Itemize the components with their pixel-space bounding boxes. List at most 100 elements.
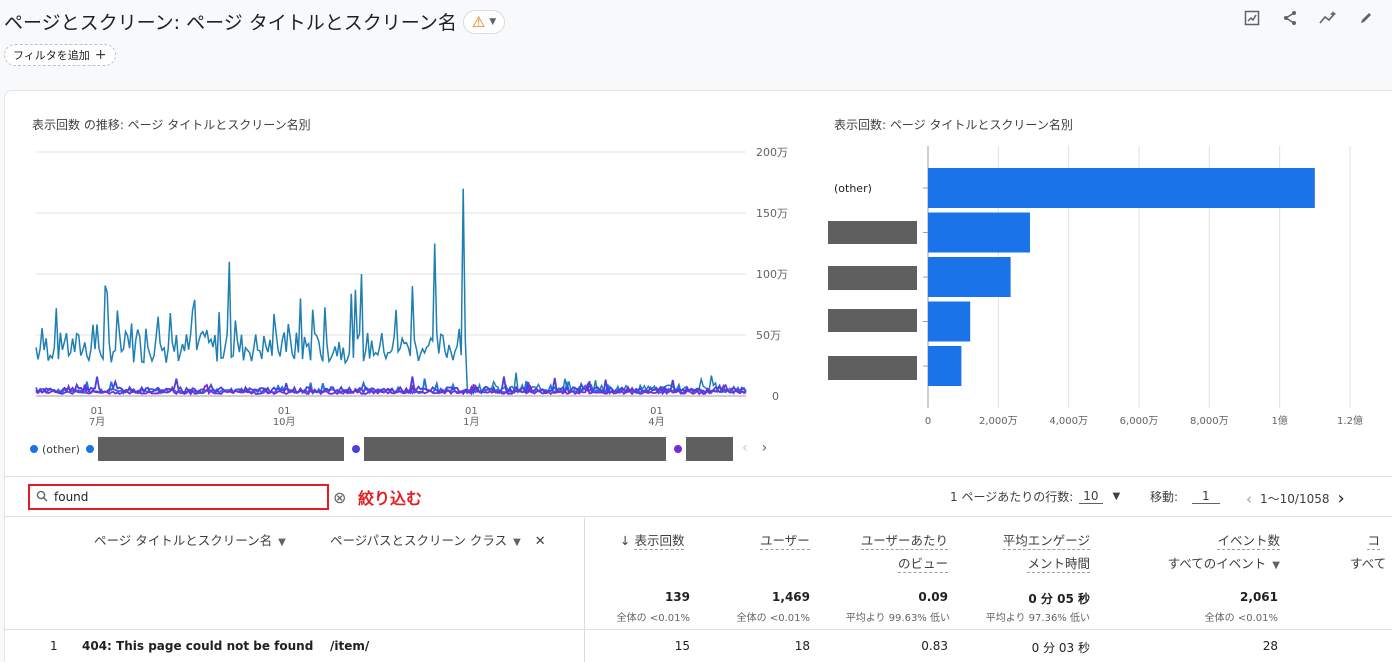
column-header-dim1-label: ページ タイトルとスクリーン名 [94, 533, 273, 548]
row-page-path[interactable]: /item/ [330, 639, 370, 653]
bar-chart-bar[interactable] [928, 168, 1315, 208]
column-header-next[interactable]: コ すべて [1350, 530, 1386, 572]
data-quality-chip[interactable]: ⚠ ▼ [462, 9, 506, 34]
column-header-users[interactable]: ユーザー [760, 530, 810, 550]
chevron-left-icon[interactable]: ‹ [1246, 489, 1252, 508]
search-annotation: 絞り込む [358, 489, 423, 508]
redacted-category-label [828, 309, 917, 332]
share-icon[interactable] [1280, 10, 1300, 31]
caret-down-icon[interactable]: ▼ [1112, 491, 1121, 502]
divider [4, 476, 1392, 477]
row-index: 1 [50, 639, 58, 653]
line-chart-xtick-day: 01 [650, 406, 663, 417]
column-header-events[interactable]: イベント数 すべてのイベント ▼ [1140, 530, 1280, 572]
page-title-text: ページとスクリーン: ページ タイトルとスクリーン名 [4, 12, 457, 34]
column-header-dim1[interactable]: ページ タイトルとスクリーン名 ▼ [94, 530, 286, 549]
total-events-share: 全体の <0.01% [1204, 613, 1278, 624]
column-header-users-label: ユーザー [760, 533, 810, 550]
bar-chart-title: 表示回数: ページ タイトルとスクリーン名別 [834, 118, 1073, 132]
insights-icon[interactable] [1318, 10, 1338, 31]
bar-chart-xtick-label: 1億 [1271, 414, 1287, 427]
add-filter-label: フィルタを追加 [13, 49, 90, 62]
bar-chart-xtick-label: 0 [925, 416, 931, 427]
chevron-down-icon: ▼ [489, 16, 497, 27]
search-icon [36, 490, 48, 505]
legend-redacted-label [363, 437, 666, 461]
column-header-eng-line1: 平均エンゲージ [1002, 533, 1090, 550]
line-chart-xtick-day: 01 [465, 406, 478, 417]
row-page-title[interactable]: 404: This page could not be found [82, 639, 314, 653]
column-header-events-line1: イベント数 [1217, 533, 1280, 550]
divider [4, 516, 1392, 517]
column-header-events-line2: すべてのイベント [1167, 556, 1267, 571]
line-chart-xtick-month: 7月 [89, 416, 105, 428]
legend-dot-other [30, 445, 38, 453]
legend-pager: ‹ › [742, 440, 767, 456]
total-views-per-user: 0.09 [918, 590, 948, 604]
bar-chart-bar[interactable] [928, 301, 971, 342]
bar-chart-bar[interactable] [928, 257, 1011, 297]
bar-chart-bar[interactable] [928, 346, 962, 386]
chevron-right-icon[interactable]: › [1337, 488, 1345, 509]
table-search-box[interactable]: found [28, 484, 329, 510]
column-header-eng-line2: メント時間 [1027, 556, 1090, 573]
search-input[interactable]: found [54, 490, 89, 504]
bar-chart-xtick-label: 1.2億 [1337, 414, 1363, 427]
line-chart-xtick-month: 4月 [648, 416, 664, 428]
column-header-dim2[interactable]: ページパスとスクリーン クラス ▼ ✕ [330, 530, 546, 549]
line-chart-series-1[interactable] [35, 188, 747, 395]
legend-label-other[interactable]: (other) [42, 442, 80, 456]
column-header-vpu-line2: のビュー [897, 556, 948, 573]
rows-per-page: 1 ページあたりの行数: 10 ▼ [950, 488, 1120, 505]
line-chart-series-4[interactable] [35, 382, 747, 396]
page-title: ページとスクリーン: ページ タイトルとスクリーン名 ⚠ ▼ [4, 8, 506, 35]
chevron-right-icon[interactable]: › [761, 440, 768, 456]
goto-input[interactable]: 1 [1192, 489, 1220, 504]
column-divider [584, 518, 585, 662]
bar-chart: 0 2,000万 4,000万 6,000万 8,000万 1億 1.2億 (other) [834, 146, 1363, 427]
column-header-views-label: 表示回数 [634, 533, 685, 550]
column-header-next-line2: すべて [1350, 556, 1387, 571]
row-engagement: 0 分 03 秒 [1031, 641, 1090, 655]
bar-chart-bar[interactable] [928, 212, 1030, 253]
legend-dot-series-2 [85, 445, 94, 453]
clear-search-icon[interactable]: ⊗ [333, 488, 347, 507]
total-users: 1,469 [772, 590, 810, 604]
goto-page: 移動: 1 [1150, 488, 1220, 505]
goto-label: 移動: [1150, 490, 1179, 504]
column-header-views-per-user[interactable]: ユーザーあたり のビュー [852, 530, 948, 573]
legend-dot-series-3 [351, 445, 360, 453]
redacted-category-label [828, 356, 917, 380]
bar-chart-category-label: (other) [834, 182, 872, 195]
report-toolbar [1242, 10, 1376, 31]
line-chart-ytick-label: 50万 [756, 329, 781, 342]
total-vpu-comparison: 平均より 99.63% 低い [845, 613, 950, 624]
row-views-per-user: 0.83 [921, 639, 948, 653]
chevron-left-icon[interactable]: ‹ [742, 440, 748, 456]
line-chart-xtick-day: 01 [278, 406, 291, 417]
line-chart-title: 表示回数 の推移: ページ タイトルとスクリーン名別 [32, 118, 311, 132]
remove-dimension-icon[interactable]: ✕ [534, 534, 546, 549]
line-chart-ytick-label: 150万 [756, 207, 788, 220]
column-header-engagement[interactable]: 平均エンゲージ メント時間 [984, 530, 1090, 573]
legend-redacted-label [685, 437, 733, 461]
column-header-views[interactable]: ↓ 表示回数 [620, 530, 685, 550]
edit-icon[interactable] [1356, 10, 1376, 31]
add-filter-button[interactable]: フィルタを追加 + [4, 44, 116, 66]
page-range: ‹ 1～10/1058 › [1246, 488, 1345, 509]
line-chart-xtick-day: 01 [91, 406, 104, 417]
rows-per-page-select[interactable]: 10 [1079, 489, 1103, 504]
total-engagement-comparison: 平均より 97.36% 低い [985, 613, 1090, 624]
legend-dot-series-4 [673, 445, 682, 453]
redacted-category-label [828, 221, 917, 244]
line-chart-xtick-month: 1月 [463, 416, 479, 428]
row-events: 28 [1262, 639, 1278, 653]
redacted-category-label [828, 266, 917, 290]
arrow-down-icon: ↓ [620, 533, 631, 548]
chevron-down-icon: ▼ [1272, 560, 1280, 571]
bar-chart-xtick-label: 8,000万 [1190, 416, 1229, 427]
total-views: 139 [664, 590, 690, 604]
line-chart-series-3[interactable] [35, 376, 747, 396]
customize-report-icon[interactable] [1242, 10, 1262, 31]
